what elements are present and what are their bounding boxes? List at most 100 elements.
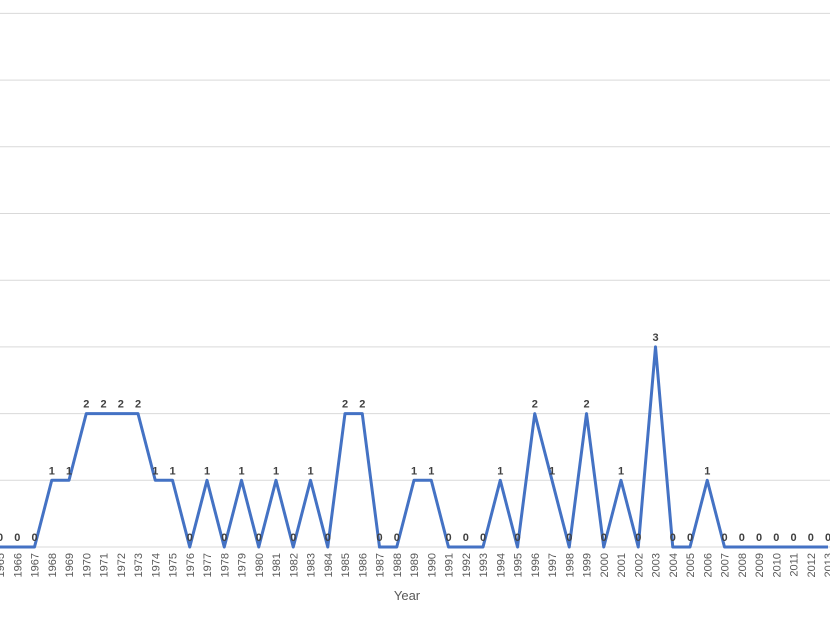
data-label: 1 — [204, 465, 210, 477]
data-label: 0 — [756, 532, 762, 544]
x-tick-label: 1984 — [323, 553, 335, 577]
x-tick-label: 1967 — [30, 553, 42, 577]
x-tick-label: 1974 — [150, 553, 162, 577]
data-label: 0 — [635, 532, 641, 544]
data-label: 2 — [100, 399, 106, 411]
data-label: 0 — [808, 532, 814, 544]
x-tick-label: 2011 — [789, 553, 801, 577]
x-tick-label: 1965 — [0, 553, 7, 577]
data-label: 0 — [187, 532, 193, 544]
data-label: 0 — [739, 532, 745, 544]
x-tick-label: 2001 — [616, 553, 628, 577]
x-tick-label: 2000 — [599, 553, 611, 577]
x-tick-label: 1972 — [116, 553, 128, 577]
x-tick-label: 1995 — [513, 553, 525, 577]
data-label: 1 — [549, 465, 555, 477]
x-tick-label: 2005 — [685, 553, 697, 577]
x-tick-label: 2009 — [754, 553, 766, 577]
data-label: 1 — [49, 465, 55, 477]
x-tick-label: 1979 — [237, 553, 249, 577]
x-tick-label: 1994 — [495, 553, 507, 577]
x-tick-label: 1968 — [47, 553, 59, 577]
x-tick-label: 2003 — [651, 553, 663, 577]
x-tick-label: 1993 — [478, 553, 490, 577]
x-tick-label: 2004 — [668, 553, 680, 577]
x-tick-label: 1992 — [461, 553, 473, 577]
data-label: 0 — [31, 532, 37, 544]
data-label: 0 — [601, 532, 607, 544]
x-tick-label: 1982 — [288, 553, 300, 577]
x-tick-label: 1969 — [64, 553, 76, 577]
x-tick-label: 1987 — [375, 553, 387, 577]
x-tick-label: 1983 — [306, 553, 318, 577]
data-label: 1 — [618, 465, 624, 477]
data-label: 0 — [376, 532, 382, 544]
data-label: 1 — [428, 465, 434, 477]
data-label: 0 — [514, 532, 520, 544]
x-tick-label: 1977 — [202, 553, 214, 577]
data-label: 0 — [566, 532, 572, 544]
x-tick-label: 1996 — [530, 553, 542, 577]
x-tick-label: 1989 — [409, 553, 421, 577]
x-tick-label: 1986 — [357, 553, 369, 577]
data-label: 1 — [273, 465, 279, 477]
x-tick-label: 1971 — [99, 553, 111, 577]
x-tick-label: 2007 — [720, 553, 732, 577]
data-label: 0 — [670, 532, 676, 544]
data-label: 3 — [652, 332, 658, 344]
x-axis-title: Year — [394, 588, 421, 603]
data-label: 0 — [394, 532, 400, 544]
x-tick-label: 1999 — [582, 553, 594, 577]
data-label: 1 — [152, 465, 158, 477]
data-label: 0 — [687, 532, 693, 544]
data-label: 1 — [497, 465, 503, 477]
series-line-group — [0, 345, 828, 549]
x-tick-label: 2010 — [771, 553, 783, 577]
data-label: 2 — [359, 399, 365, 411]
data-label: 2 — [583, 399, 589, 411]
x-tick-label: 1998 — [564, 553, 576, 577]
x-axis-ticks: 1965 1966 1967 1968 1969 1970 1971 1972 1973 1974… — [0, 553, 830, 577]
x-tick-label: 2008 — [737, 553, 749, 577]
data-label: 0 — [256, 532, 262, 544]
x-tick-label: 1990 — [426, 553, 438, 577]
x-tick-label: 1985 — [340, 553, 352, 577]
x-tick-label: 1976 — [185, 553, 197, 577]
data-label: 0 — [290, 532, 296, 544]
data-label: 0 — [790, 532, 796, 544]
x-tick-label: 1981 — [271, 553, 283, 577]
x-tick-label: 1997 — [547, 553, 559, 577]
x-tick-label: 2012 — [806, 553, 818, 577]
data-label: 1 — [704, 465, 710, 477]
data-label: 0 — [221, 532, 227, 544]
data-label: 1 — [169, 465, 175, 477]
x-tick-label: 1970 — [81, 553, 93, 577]
x-tick-label: 2006 — [702, 553, 714, 577]
data-label: 0 — [0, 532, 3, 544]
x-tick-label: 1973 — [133, 553, 145, 577]
data-label: 0 — [14, 532, 20, 544]
data-label: 0 — [325, 532, 331, 544]
data-label: 0 — [825, 532, 830, 544]
data-label: 2 — [83, 399, 89, 411]
x-tick-label: 1978 — [219, 553, 231, 577]
x-tick-label: 1988 — [392, 553, 404, 577]
data-label: 0 — [445, 532, 451, 544]
x-tick-label: 1975 — [168, 553, 180, 577]
data-label: 1 — [66, 465, 72, 477]
series-line — [0, 345, 828, 549]
x-tick-label: 2002 — [633, 553, 645, 577]
data-label: 2 — [118, 399, 124, 411]
x-tick-label: 1980 — [254, 553, 266, 577]
data-label: 0 — [721, 532, 727, 544]
data-label: 0 — [773, 532, 779, 544]
data-label: 0 — [480, 532, 486, 544]
data-label: 2 — [342, 399, 348, 411]
x-tick-label: 2013 — [823, 553, 830, 577]
x-tick-label: 1966 — [12, 553, 24, 577]
data-label: 2 — [532, 399, 538, 411]
data-label: 1 — [307, 465, 313, 477]
data-label: 2 — [135, 399, 141, 411]
data-labels: 0001122221101010101022001100010210201030… — [0, 332, 830, 544]
